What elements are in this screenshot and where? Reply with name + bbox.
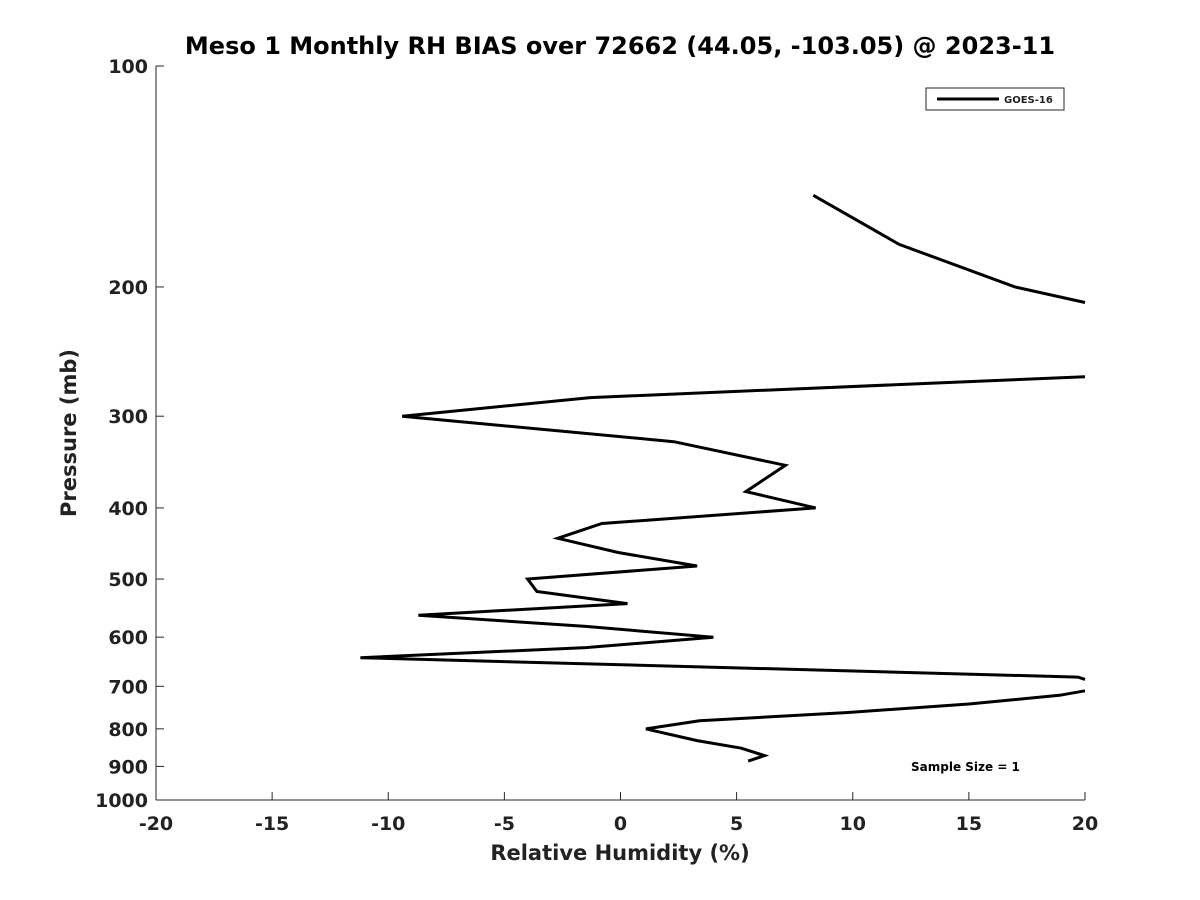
x-tick-label: 15: [956, 813, 982, 835]
series-layer: [360, 193, 1086, 763]
y-axis-ticks: 100 200 300 400 500 600 700 800 900 1000: [95, 56, 164, 812]
x-tick-label: 5: [730, 813, 743, 835]
y-tick-label: 100: [108, 56, 148, 78]
legend: GOES-16: [925, 87, 1065, 111]
series-line-goes-16: [360, 375, 1086, 681]
y-tick-label: 700: [108, 676, 148, 698]
x-tick-label: -15: [255, 813, 289, 835]
y-tick-label: 300: [108, 406, 148, 428]
x-axis-title: Relative Humidity (%): [490, 841, 749, 865]
y-tick-label: 600: [108, 627, 148, 649]
y-tick-label: 900: [108, 756, 148, 778]
chart-title: Meso 1 Monthly RH BIAS over 72662 (44.05…: [185, 32, 1055, 60]
series-line-goes-16: [812, 193, 1086, 304]
x-tick-label: 0: [614, 813, 627, 835]
x-tick-label: -5: [494, 813, 515, 835]
sample-size-annotation: Sample Size = 1: [911, 760, 1020, 774]
y-tick-label: 1000: [95, 790, 148, 812]
y-axis-title: Pressure (mb): [57, 349, 81, 517]
x-tick-label: 20: [1072, 813, 1098, 835]
y-tick-label: 800: [108, 719, 148, 741]
y-tick-label: 200: [108, 277, 148, 299]
y-tick-label: 400: [108, 498, 148, 520]
series-line-goes-16: [645, 689, 1086, 763]
x-tick-label: 10: [840, 813, 866, 835]
legend-label-goes-16: GOES-16: [1004, 95, 1053, 106]
x-tick-label: -10: [371, 813, 405, 835]
x-tick-label: -20: [139, 813, 173, 835]
y-tick-label: 500: [108, 569, 148, 591]
x-axis-ticks: -20 -15 -10 -5 0 5 10 15 20: [139, 792, 1098, 835]
